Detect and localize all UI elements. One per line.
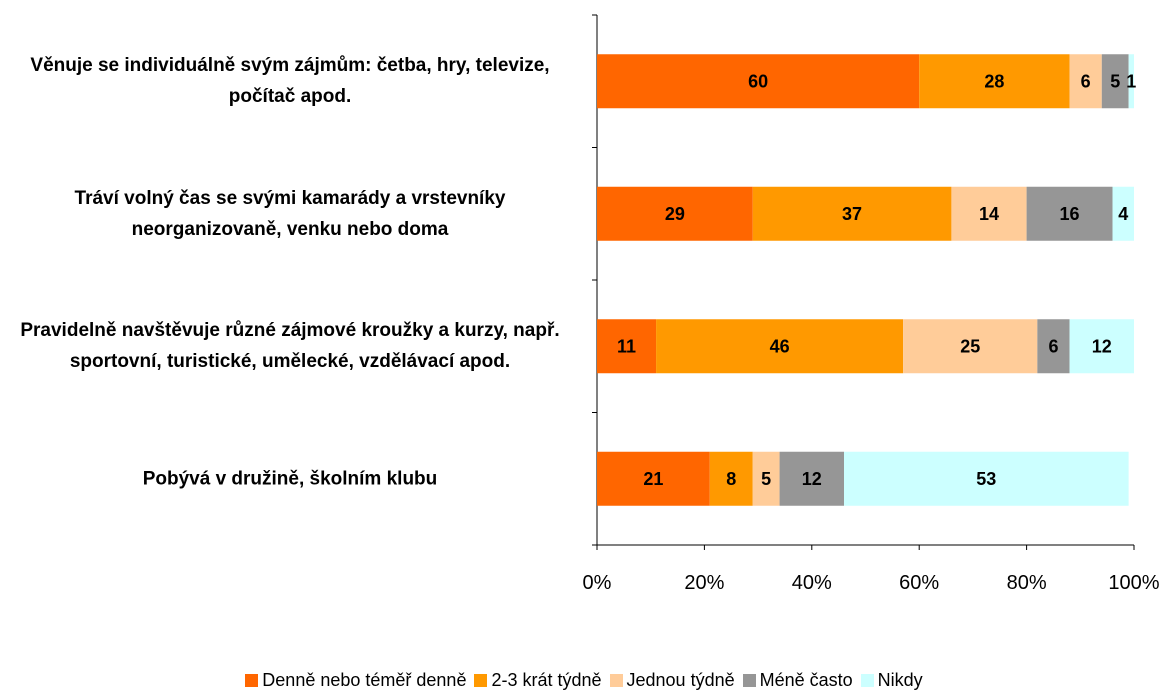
category-label: Věnuje se individuálně svým zájmům: četb… xyxy=(30,55,550,108)
data-label: 11 xyxy=(617,336,636,356)
data-label: 29 xyxy=(665,204,685,224)
legend-swatch xyxy=(474,674,488,687)
bar-segment xyxy=(1069,319,1134,374)
data-label: 12 xyxy=(802,469,822,489)
data-label: 8 xyxy=(726,469,736,489)
legend-swatch xyxy=(860,674,874,687)
legend-label: Méně často xyxy=(759,670,853,690)
data-label: 25 xyxy=(960,336,980,356)
data-label: 37 xyxy=(842,204,862,224)
bar-segment xyxy=(597,186,753,241)
bar-segment xyxy=(597,451,710,506)
bar-segment xyxy=(1069,54,1102,109)
x-tick-label: 80% xyxy=(1007,572,1047,594)
x-tick-label: 60% xyxy=(899,572,939,594)
data-label: 5 xyxy=(1110,71,1120,91)
bar-segment xyxy=(597,319,657,374)
bar-segment xyxy=(951,186,1027,241)
bar-segment xyxy=(1026,186,1113,241)
x-tick-label: 20% xyxy=(684,572,724,594)
data-label: 60 xyxy=(748,71,768,91)
legend-item: Jednou týdně xyxy=(609,670,735,691)
legend-swatch xyxy=(609,674,623,687)
legend-label: Jednou týdně xyxy=(626,670,735,690)
bar-segment xyxy=(752,186,952,241)
x-tick-label: 0% xyxy=(583,572,612,594)
legend-label: Denně nebo téměř denně xyxy=(262,670,467,690)
data-label: 1 xyxy=(1126,71,1136,91)
bar-segment xyxy=(903,319,1038,374)
bar-segment xyxy=(779,451,845,506)
legend-item: Nikdy xyxy=(860,670,923,691)
data-label: 4 xyxy=(1118,204,1128,224)
category-label: Pravidelně navštěvuje různé zájmové krou… xyxy=(20,320,560,373)
data-label: 46 xyxy=(770,336,790,356)
data-label: 6 xyxy=(1048,336,1058,356)
legend-item: Méně často xyxy=(742,670,853,691)
data-label: 14 xyxy=(979,204,999,224)
x-tick-label: 40% xyxy=(792,572,832,594)
category-label: Tráví volný čas se svými kamarády a vrst… xyxy=(74,187,506,240)
bar-segment xyxy=(752,451,780,506)
data-label: 53 xyxy=(976,469,996,489)
legend-item: Denně nebo téměř denně xyxy=(245,670,466,691)
bar-segment xyxy=(709,451,753,506)
data-label: 16 xyxy=(1060,204,1080,224)
legend-label: 2-3 krát týdně xyxy=(491,670,602,690)
bar-segment xyxy=(597,54,920,109)
bar-segment xyxy=(919,54,1070,109)
legend: Denně nebo téměř denně 2-3 krát týdně Jedn… xyxy=(0,670,1168,691)
legend-label: Nikdy xyxy=(877,670,923,690)
bar-segment xyxy=(844,451,1129,506)
bar-segment xyxy=(1112,186,1134,241)
bar-segment xyxy=(656,319,904,374)
legend-item: 2-3 krát týdně xyxy=(474,670,602,691)
bar-segment xyxy=(1128,54,1134,109)
data-label: 5 xyxy=(761,469,771,489)
bar-segment xyxy=(1101,54,1129,109)
x-tick-label: 100% xyxy=(1108,572,1159,594)
data-label: 6 xyxy=(1081,71,1091,91)
data-label: 21 xyxy=(643,469,663,489)
legend-swatch xyxy=(245,674,259,687)
bar-segment xyxy=(1037,319,1070,374)
category-label: Pobývá v družině, školním klubu xyxy=(142,468,438,490)
legend-swatch xyxy=(742,674,756,687)
data-label: 28 xyxy=(984,71,1004,91)
data-label: 12 xyxy=(1092,336,1112,356)
